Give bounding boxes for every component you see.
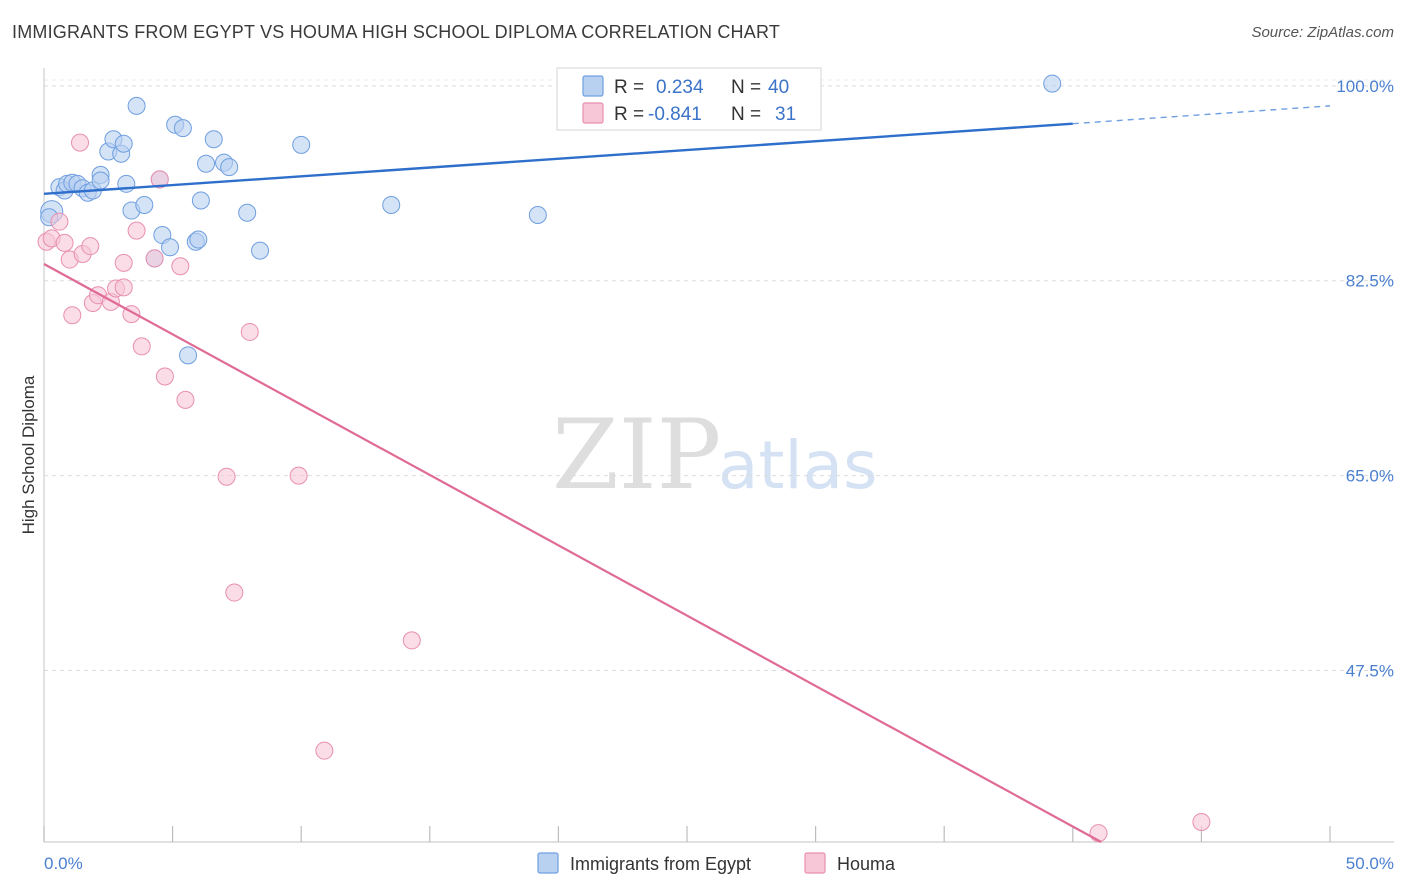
watermark-zip: ZIP [552,399,721,511]
houma-point [63,306,82,325]
legend-n-label-egypt: N = [731,77,761,98]
egypt-point [127,96,146,115]
bottom-legend-label-egypt: Immigrants from Egypt [570,854,751,874]
legend-r-value-egypt: 0.234 [656,77,704,98]
egypt-point [179,346,198,365]
houma-point [289,466,308,485]
legend-swatch-egypt [582,75,604,97]
houma-point [55,233,74,252]
series-egypt-points [40,74,1062,365]
axes [43,68,1394,843]
y-tick-label: 100.0% [1336,77,1394,96]
houma-point [114,253,133,272]
egypt-point [204,130,223,149]
trend-line-houma [43,263,1102,843]
houma-point [1192,812,1211,831]
houma-point [217,467,236,486]
egypt-point [173,119,192,138]
egypt-point [1043,74,1062,93]
houma-point [127,221,146,240]
x-ticks [43,826,1331,842]
egypt-point [292,135,311,154]
egypt-point [161,238,180,257]
egypt-point [220,158,239,177]
legend-r-label-egypt: R = [614,77,644,98]
houma-point [171,257,190,276]
houma-point [240,322,259,341]
y-tick-labels: 100.0% 82.5% 65.0% 47.5% [1336,77,1394,681]
source-label: Source: ZipAtlas.com [1251,24,1394,41]
egypt-point [197,154,216,173]
houma-point [155,367,174,386]
egypt-point [191,191,210,210]
egypt-point [238,203,257,222]
bottom-legend-label-houma: Houma [837,854,896,874]
y-tick-label: 47.5% [1346,661,1394,680]
trend-line-egypt [43,122,1073,196]
y-tick-label: 65.0% [1346,467,1394,486]
x-tick-label-max: 50.0% [1346,854,1394,873]
houma-point [81,237,100,256]
egypt-point [135,195,154,214]
chart-title: IMMIGRANTS FROM EGYPT VS HOUMA HIGH SCHO… [12,22,781,42]
houma-point [225,583,244,602]
legend-n-value-houma: 31 [775,104,796,125]
houma-point [150,170,169,189]
houma-point [1089,824,1108,843]
egypt-point [251,241,270,260]
series-legend: Immigrants from Egypt Houma [537,852,896,874]
trend-lines [43,105,1331,843]
egypt-point [528,206,547,225]
houma-point [176,390,195,409]
egypt-point [382,195,401,214]
legend-r-value-houma: -0.841 [648,104,702,125]
bottom-legend-swatch-houma [804,852,826,874]
houma-point [145,249,164,268]
legend-n-label-houma: N = [731,104,761,125]
legend-r-label-houma: R = [614,104,644,125]
legend-swatch-houma [582,102,604,124]
houma-point [114,278,133,297]
egypt-point [189,230,208,249]
egypt-point [91,171,110,190]
x-tick-label-min: 0.0% [44,854,83,873]
egypt-point [114,134,133,153]
houma-point [402,631,421,650]
y-axis-label: High School Diploma [19,375,38,534]
houma-point [315,741,334,760]
houma-point [71,133,90,152]
watermark-atlas: atlas [718,427,878,504]
houma-point [50,212,69,231]
stats-legend: R = 0.234 N = 40 R = -0.841 N = 31 [556,67,822,131]
trend-line-egypt-extension [1072,105,1331,125]
houma-point [132,337,151,356]
y-tick-label: 82.5% [1346,272,1394,291]
bottom-legend-swatch-egypt [537,852,559,874]
legend-n-value-egypt: 40 [768,77,789,98]
